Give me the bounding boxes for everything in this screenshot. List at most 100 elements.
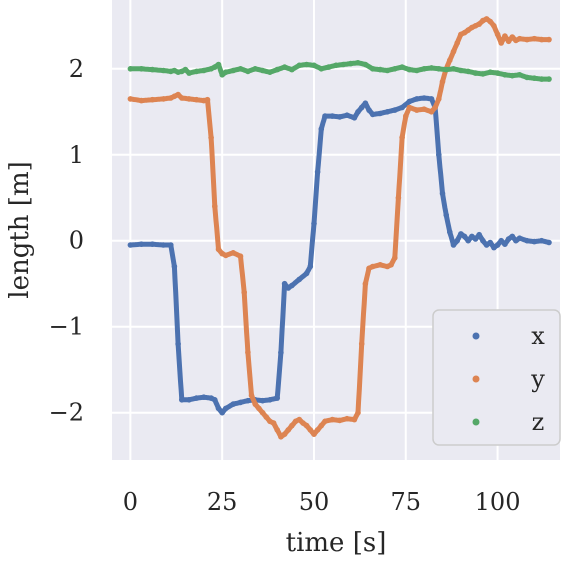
data-point-z — [289, 66, 295, 73]
data-point-z — [186, 70, 192, 76]
data-point-z — [311, 62, 317, 69]
data-point-x — [546, 239, 552, 246]
data-point-x — [399, 104, 405, 111]
data-point-x — [480, 237, 486, 244]
data-point-x — [494, 242, 501, 248]
x-axis-label: time [s] — [286, 528, 387, 558]
data-point-y — [281, 431, 288, 438]
data-point-z — [362, 61, 369, 68]
y-tick-label: −2 — [49, 399, 84, 427]
data-point-y — [329, 416, 336, 423]
data-point-z — [384, 67, 391, 74]
data-point-z — [406, 66, 413, 73]
data-point-y — [193, 96, 200, 103]
data-point-x — [392, 107, 398, 113]
data-point-y — [160, 96, 167, 102]
data-point-y — [245, 349, 251, 356]
data-point-y — [476, 21, 483, 27]
data-point-z — [377, 66, 383, 73]
x-tick-label: 75 — [390, 488, 421, 516]
legend-marker-y — [472, 375, 480, 383]
data-point-z — [223, 69, 229, 75]
data-point-z — [487, 69, 494, 75]
data-point-y — [362, 280, 369, 287]
legend-item-y: y — [472, 365, 545, 393]
data-point-y — [358, 341, 365, 347]
data-point-y — [414, 107, 420, 113]
data-point-y — [355, 409, 361, 416]
data-point-z — [516, 72, 523, 78]
data-point-x — [509, 233, 516, 240]
data-point-y — [428, 109, 435, 115]
data-point-z — [392, 66, 398, 72]
data-point-x — [472, 236, 479, 242]
data-point-y — [351, 416, 358, 423]
data-point-y — [270, 420, 277, 426]
data-point-z — [546, 76, 552, 82]
data-point-x — [351, 115, 358, 121]
data-point-x — [223, 405, 229, 412]
data-point-x — [296, 276, 303, 283]
data-point-z — [303, 61, 310, 68]
data-point-x — [219, 409, 225, 416]
data-point-y — [403, 113, 409, 119]
data-point-z — [160, 67, 167, 74]
data-point-y — [237, 253, 244, 259]
data-point-y — [314, 427, 321, 433]
data-point-z — [274, 66, 281, 73]
data-point-z — [237, 66, 244, 72]
data-point-x — [421, 95, 427, 101]
data-point-z — [245, 68, 251, 75]
data-point-y — [263, 414, 270, 420]
data-point-y — [392, 255, 398, 261]
y-tick-label: 1 — [69, 141, 84, 169]
data-point-z — [325, 64, 332, 70]
data-point-x — [384, 109, 391, 115]
data-point-z — [149, 66, 156, 73]
data-point-z — [509, 72, 516, 79]
legend-label-x: x — [531, 322, 545, 350]
legend-marker-x — [472, 332, 480, 340]
data-point-y — [432, 104, 438, 111]
data-point-x — [149, 241, 156, 247]
data-point-y — [546, 36, 552, 43]
x-tick-label: 0 — [123, 488, 138, 516]
data-point-x — [450, 242, 457, 248]
data-point-x — [186, 397, 192, 403]
data-point-x — [314, 169, 321, 175]
data-point-x — [344, 112, 350, 118]
data-point-x — [487, 239, 494, 246]
data-point-x — [502, 241, 508, 247]
data-point-x — [311, 220, 317, 227]
data-point-z — [465, 68, 472, 75]
data-point-z — [450, 66, 457, 72]
legend-marker-z — [472, 418, 480, 426]
data-point-x — [439, 190, 446, 197]
data-point-y — [439, 78, 446, 85]
legend-item-z: z — [472, 408, 544, 436]
data-point-y — [215, 246, 222, 253]
data-point-y — [377, 262, 383, 268]
data-point-y — [399, 134, 405, 141]
legend: xyz — [432, 309, 561, 446]
data-point-x — [436, 152, 442, 158]
series-group — [127, 16, 552, 440]
legend-label-y: y — [530, 365, 545, 393]
data-point-y — [369, 263, 376, 270]
data-point-y — [447, 57, 453, 63]
data-point-x — [516, 235, 523, 241]
x-tick-label: 50 — [299, 488, 330, 516]
data-point-y — [336, 417, 343, 424]
data-point-x — [127, 242, 134, 248]
data-point-y — [208, 134, 214, 141]
data-point-y — [274, 427, 281, 433]
data-point-z — [414, 67, 420, 74]
data-point-x — [267, 397, 273, 403]
data-point-x — [201, 394, 207, 401]
data-point-z — [494, 70, 501, 76]
data-point-z — [230, 67, 236, 74]
data-point-z — [472, 70, 479, 76]
data-point-x — [362, 100, 369, 106]
data-point-y — [307, 427, 314, 433]
